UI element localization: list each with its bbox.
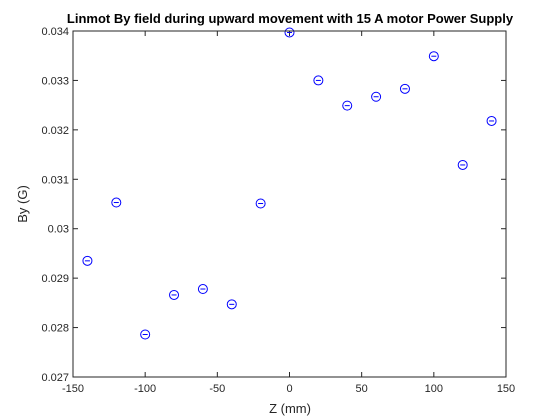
data-point <box>457 159 468 170</box>
data-point <box>342 100 353 111</box>
x-tick-label: 150 <box>497 383 515 395</box>
axis-ticks: -150 -100 -50 0 50 100 150 0.027 0.028 0.029 0.03 0… <box>41 26 515 395</box>
data-point <box>428 51 439 62</box>
x-tick-label: 50 <box>356 383 368 395</box>
data-point-marker <box>428 51 439 62</box>
data-point <box>486 115 497 126</box>
x-tick-label: -100 <box>134 383 156 395</box>
data-point-marker <box>197 284 208 295</box>
data-point-marker <box>226 299 237 310</box>
data-point-marker <box>169 289 180 300</box>
y-tick-label: 0.033 <box>41 75 69 87</box>
y-tick-label: 0.032 <box>41 125 69 137</box>
data-point <box>313 75 324 86</box>
y-tick-label: 0.028 <box>41 323 69 335</box>
plot-background <box>73 31 506 377</box>
data-point-marker <box>313 75 324 86</box>
data-point <box>371 91 382 102</box>
data-point-marker <box>457 159 468 170</box>
data-point-marker <box>284 27 295 38</box>
y-tick-label: 0.031 <box>41 174 69 186</box>
x-tick-label: 100 <box>425 383 443 395</box>
x-axis-label: Z (mm) <box>269 401 311 416</box>
data-point-marker <box>111 197 122 208</box>
data-point <box>111 197 122 208</box>
y-tick-label: 0.034 <box>41 26 69 38</box>
plot-frame <box>72 30 507 378</box>
data-point-marker <box>82 255 93 266</box>
data-point-marker <box>342 100 353 111</box>
data-point-marker <box>371 91 382 102</box>
y-tick-label: 0.029 <box>41 273 69 285</box>
data-point-marker <box>255 198 266 209</box>
data-point <box>226 299 237 310</box>
y-tick-label: 0.027 <box>41 372 69 384</box>
data-point <box>169 289 180 300</box>
data-point-marker <box>140 329 151 340</box>
data-point <box>140 329 151 340</box>
data-point <box>255 198 266 209</box>
y-tick-label: 0.03 <box>48 224 69 236</box>
data-points <box>82 27 497 340</box>
chart-title: Linmot By field during upward movement w… <box>67 11 514 26</box>
y-axis-label: By (G) <box>15 185 30 223</box>
data-point-marker <box>486 115 497 126</box>
data-point <box>284 27 295 38</box>
data-point <box>197 284 208 295</box>
data-point <box>399 83 410 94</box>
data-point <box>82 255 93 266</box>
x-tick-label: -150 <box>62 383 84 395</box>
data-point-marker <box>399 83 410 94</box>
x-tick-label: -50 <box>209 383 225 395</box>
x-tick-label: 0 <box>286 383 292 395</box>
